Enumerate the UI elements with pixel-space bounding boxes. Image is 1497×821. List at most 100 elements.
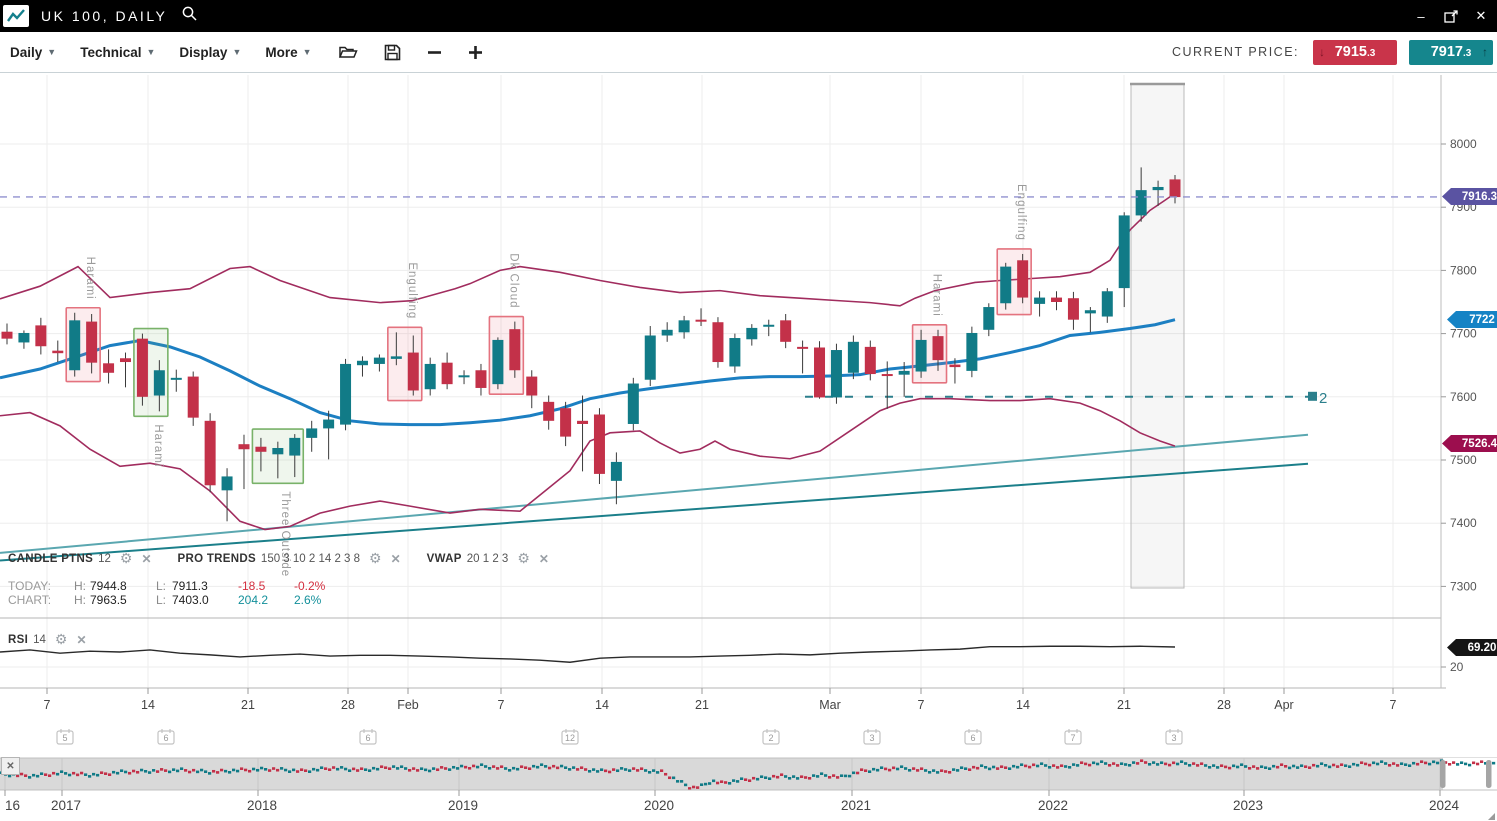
candle (69, 320, 81, 371)
highlight-region[interactable] (1130, 83, 1185, 589)
current-price-tag: 7916.3 (1442, 188, 1497, 205)
navigator-close-button[interactable]: ✕ (1, 757, 20, 775)
candle (763, 324, 775, 327)
vwap-band-marker[interactable] (1308, 391, 1317, 401)
timeline-navigator[interactable] (0, 757, 1497, 791)
calendar-icon[interactable] (157, 730, 175, 745)
candle (627, 383, 639, 424)
candle (441, 362, 453, 385)
arrow-down-icon: ↓ (1319, 45, 1325, 59)
calendar-icon[interactable] (964, 730, 982, 745)
pattern-label: Three Outside (279, 491, 291, 577)
svg-text:2017: 2017 (51, 798, 81, 813)
rsi-remove-icon[interactable]: ✕ (76, 632, 87, 647)
menu-more[interactable]: More ▼ (265, 44, 312, 60)
save-icon[interactable] (384, 44, 401, 61)
candle-ptns-settings-icon[interactable]: ⚙ (119, 550, 133, 566)
zoom-out-icon[interactable] (427, 45, 442, 60)
open-folder-icon[interactable] (338, 44, 358, 60)
calendar-icon[interactable] (1165, 730, 1183, 745)
candle (390, 356, 402, 359)
calendar-icon[interactable] (56, 730, 74, 745)
svg-text:14: 14 (141, 698, 155, 712)
svg-text:7500: 7500 (1450, 453, 1477, 467)
search-icon[interactable] (181, 5, 198, 27)
menu-technical[interactable]: Technical ▼ (80, 44, 156, 60)
candle (661, 329, 673, 336)
today-stats-row: TODAY: H: 7944.8 L: 7911.3 -18.5 -0.2% (8, 579, 326, 593)
vwap-label: VWAP (426, 552, 462, 565)
svg-text:2: 2 (768, 733, 773, 743)
navigator-right-handle[interactable] (1486, 760, 1492, 788)
svg-text:7: 7 (44, 698, 51, 712)
candle (610, 461, 622, 481)
candle (373, 357, 385, 364)
svg-text:3: 3 (1171, 733, 1176, 743)
chevron-down-icon: ▼ (146, 47, 156, 57)
candle (492, 339, 504, 385)
svg-text:2021: 2021 (841, 798, 871, 813)
pro-trend-line-lower (0, 462, 1309, 562)
candle (983, 307, 995, 330)
candle (1017, 260, 1029, 298)
svg-text:28: 28 (341, 698, 355, 712)
candle (593, 414, 605, 474)
candle (1135, 190, 1147, 216)
menu-display[interactable]: Display ▼ (179, 44, 242, 60)
candle (1084, 310, 1096, 314)
zoom-in-icon[interactable] (468, 45, 483, 60)
candle (475, 370, 487, 388)
lower-band-price-tag: 7526.4 (1442, 435, 1497, 452)
svg-text:2023: 2023 (1233, 798, 1263, 813)
pro-trend-line-upper (0, 433, 1309, 554)
calendar-icon[interactable] (863, 730, 881, 745)
svg-text:Mar: Mar (819, 698, 841, 712)
app-logo-icon (3, 5, 29, 27)
calendar-icon[interactable] (762, 730, 780, 745)
svg-text:Apr: Apr (1274, 698, 1293, 712)
candle (864, 346, 876, 375)
chevron-down-icon: ▼ (47, 47, 57, 57)
vwap-remove-icon[interactable]: ✕ (538, 551, 549, 566)
calendar-icon[interactable] (1064, 730, 1082, 745)
candle (1152, 186, 1164, 191)
minimize-button[interactable]: – (1417, 8, 1425, 24)
svg-text:7: 7 (1390, 698, 1397, 712)
calendar-icon[interactable] (561, 730, 579, 745)
pro-trends-remove-icon[interactable]: ✕ (390, 551, 401, 566)
popout-button[interactable] (1443, 8, 1459, 24)
candle (1034, 297, 1046, 304)
buy-price-button[interactable]: 7917.3 ↑ (1409, 39, 1493, 65)
pro-trends-settings-icon[interactable]: ⚙ (369, 550, 382, 566)
candle (153, 370, 165, 396)
candle (966, 332, 978, 371)
bollinger-upper-line (0, 192, 1176, 307)
svg-text:7600: 7600 (1450, 390, 1477, 404)
candles (1, 167, 1181, 522)
navigator-left-handle[interactable] (1440, 760, 1446, 788)
vwap-settings-icon[interactable]: ⚙ (517, 550, 530, 566)
candle (881, 374, 893, 377)
bollinger-lower-line (0, 397, 1176, 531)
svg-text:21: 21 (695, 698, 709, 712)
x-axis-labels: 7 14 21 28 Feb 7 14 21 Mar 7 14 21 28 Apr 7 (44, 688, 1397, 712)
close-button[interactable]: ✕ (1475, 8, 1487, 23)
calendar-icon[interactable] (359, 730, 377, 745)
candle (915, 339, 927, 372)
candle (119, 358, 131, 363)
sell-price-button[interactable]: ↓ 7915.3 (1313, 39, 1397, 65)
svg-text:7: 7 (498, 698, 505, 712)
resize-corner-icon[interactable] (1488, 813, 1495, 820)
candle (238, 444, 250, 450)
svg-text:2019: 2019 (448, 798, 478, 813)
candle (847, 341, 859, 373)
candle (170, 377, 182, 380)
menu-daily[interactable]: Daily ▼ (10, 44, 57, 60)
candle (221, 476, 233, 491)
candle (306, 428, 318, 438)
rsi-settings-icon[interactable]: ⚙ (54, 631, 68, 647)
candle-ptns-remove-icon[interactable]: ✕ (141, 551, 152, 566)
candle (678, 320, 690, 333)
title-bar: UK 100, DAILY – ✕ (0, 0, 1497, 32)
